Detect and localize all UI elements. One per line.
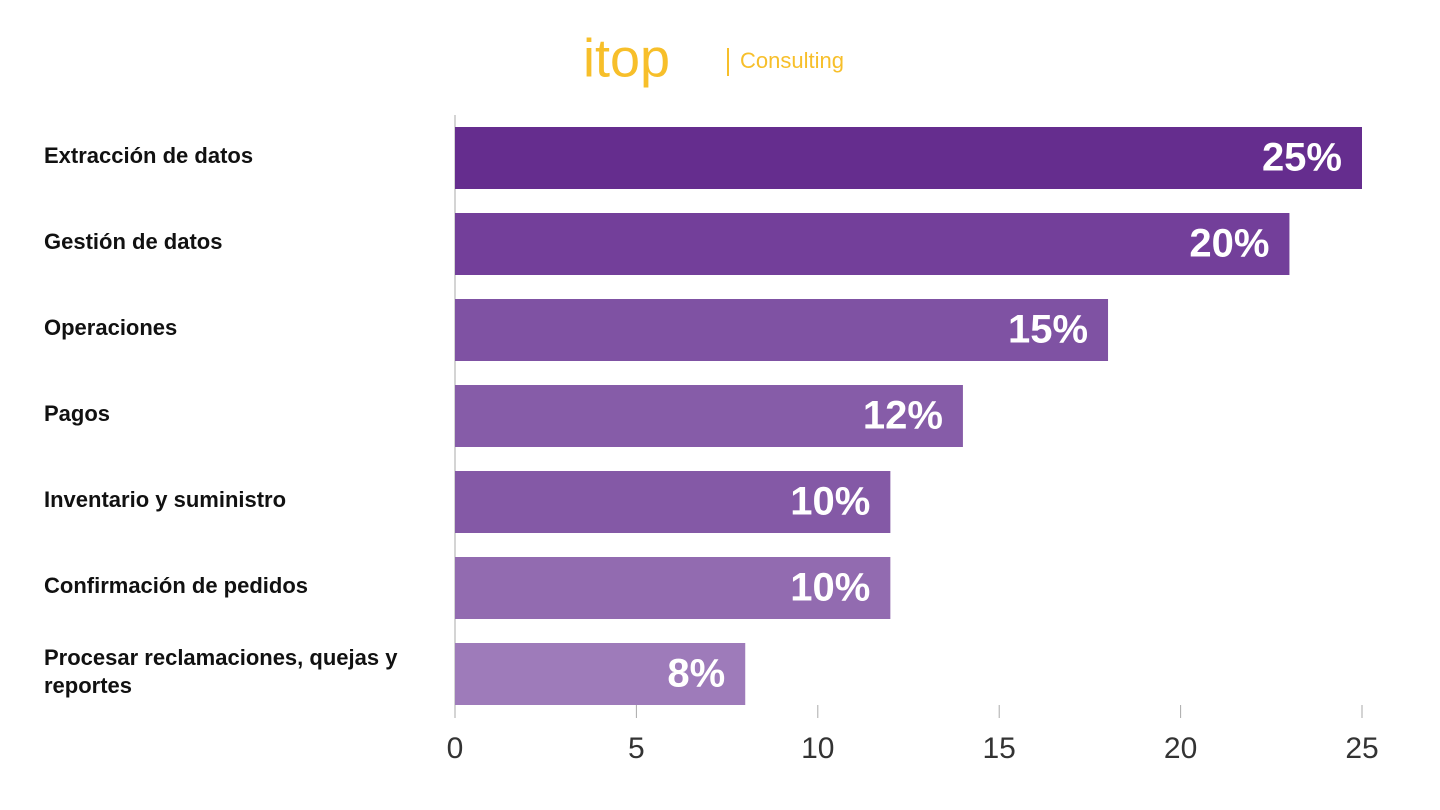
category-label: Pagos xyxy=(44,401,111,426)
bar xyxy=(455,299,1109,361)
x-tick-label: 20 xyxy=(1164,732,1197,765)
bar xyxy=(455,127,1362,189)
x-tick-label: 25 xyxy=(1345,732,1378,765)
value-label: 20% xyxy=(1189,222,1269,266)
category-label: Inventario y suministro xyxy=(44,487,287,512)
bar xyxy=(455,385,963,447)
x-tick-label: 10 xyxy=(801,732,834,765)
value-label: 10% xyxy=(790,566,870,610)
bar xyxy=(455,471,891,533)
x-tick-label: 5 xyxy=(628,732,645,765)
value-label: 8% xyxy=(667,652,725,696)
value-label: 10% xyxy=(790,480,870,524)
category-label: Procesar reclamaciones, quejas y reporte… xyxy=(44,645,398,698)
logo-tagline: Consulting xyxy=(740,48,844,73)
value-label: 12% xyxy=(863,394,943,438)
bar xyxy=(455,213,1290,275)
category-label: Gestión de datos xyxy=(44,229,223,254)
bar xyxy=(455,557,891,619)
value-label: 25% xyxy=(1262,136,1342,180)
category-label: Extracción de datos xyxy=(44,143,254,168)
logo-brand: itop xyxy=(583,28,670,88)
x-tick-label: 0 xyxy=(447,732,464,765)
bar xyxy=(455,643,746,705)
category-label: Operaciones xyxy=(44,315,178,340)
x-tick-label: 15 xyxy=(983,732,1016,765)
category-label: Confirmación de pedidos xyxy=(44,573,309,598)
value-label: 15% xyxy=(1008,308,1088,352)
